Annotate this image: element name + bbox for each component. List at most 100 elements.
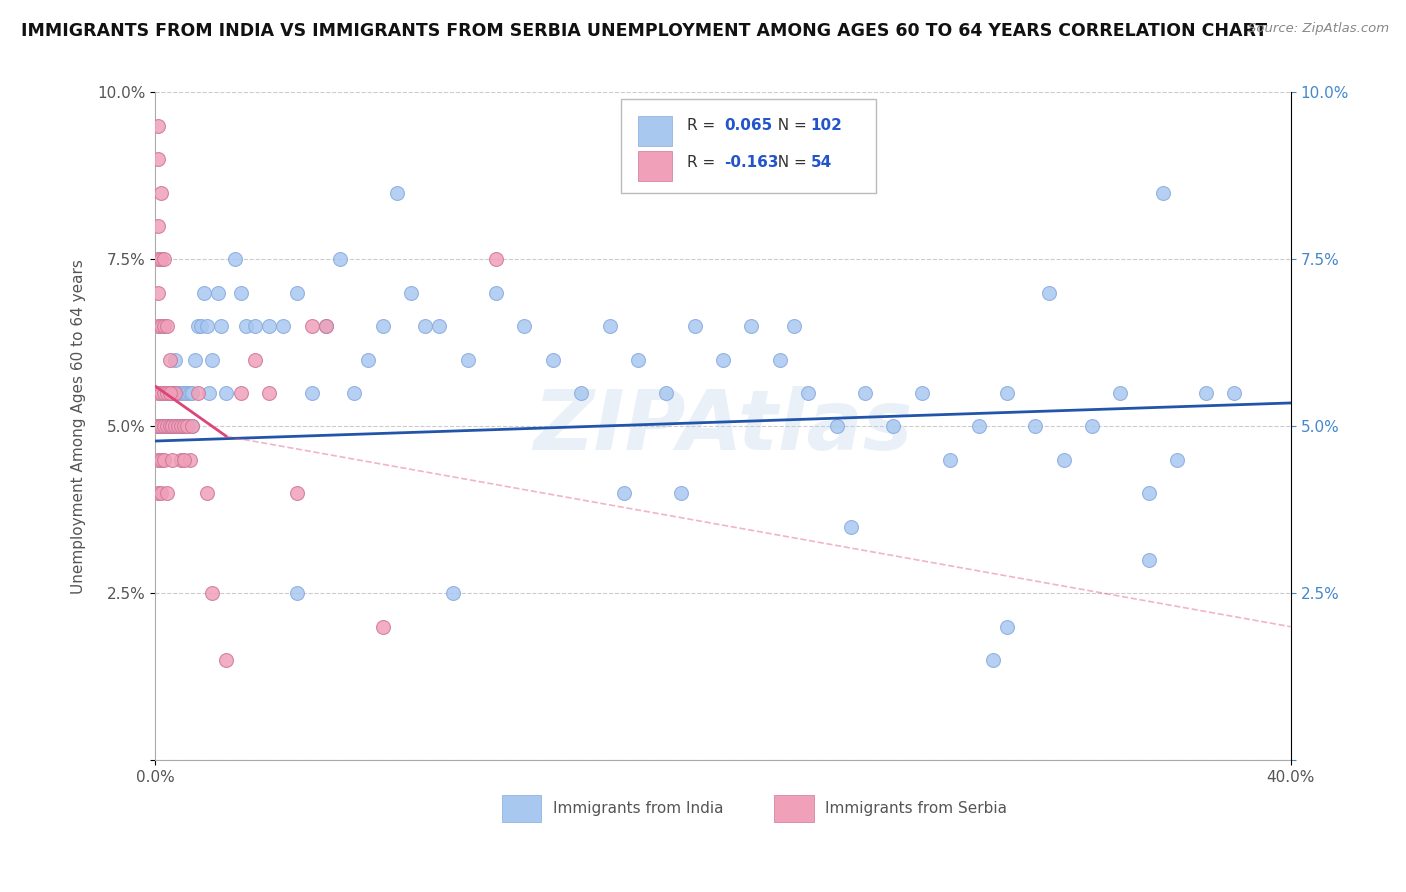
Point xyxy=(150,419,173,434)
Point xyxy=(165,352,187,367)
Point xyxy=(148,419,170,434)
Point xyxy=(655,386,678,401)
Point xyxy=(569,386,592,401)
FancyBboxPatch shape xyxy=(502,795,541,822)
Point xyxy=(301,319,323,334)
Point xyxy=(159,386,181,401)
Point xyxy=(669,486,692,500)
Point xyxy=(357,352,380,367)
Point xyxy=(201,586,224,600)
Point xyxy=(981,653,1004,667)
Point xyxy=(485,252,508,267)
Point xyxy=(513,319,536,334)
Point xyxy=(162,386,184,401)
Point xyxy=(797,386,820,401)
Point xyxy=(159,419,181,434)
Point xyxy=(1053,452,1076,467)
Point xyxy=(153,419,176,434)
Point xyxy=(173,386,195,401)
Point xyxy=(315,319,337,334)
Point xyxy=(285,486,308,500)
Point xyxy=(181,419,204,434)
Point xyxy=(1109,386,1132,401)
FancyBboxPatch shape xyxy=(621,99,876,193)
Point xyxy=(156,419,179,434)
Point xyxy=(243,319,266,334)
Point xyxy=(173,419,195,434)
Point xyxy=(187,386,209,401)
Point xyxy=(170,452,193,467)
Point xyxy=(1038,285,1060,300)
Point xyxy=(156,419,179,434)
Point xyxy=(165,386,187,401)
Point xyxy=(162,452,184,467)
Point xyxy=(1223,386,1246,401)
Point xyxy=(156,486,179,500)
Text: 0.065: 0.065 xyxy=(724,119,772,133)
Point xyxy=(150,419,173,434)
Point xyxy=(173,419,195,434)
Point xyxy=(148,419,170,434)
Point xyxy=(967,419,990,434)
FancyBboxPatch shape xyxy=(775,795,814,822)
Point xyxy=(315,319,337,334)
Point xyxy=(150,419,173,434)
Point xyxy=(153,419,176,434)
Point xyxy=(195,486,218,500)
Text: 102: 102 xyxy=(810,119,842,133)
Point xyxy=(159,419,181,434)
Point xyxy=(224,252,246,267)
Point xyxy=(541,352,564,367)
Point xyxy=(156,419,179,434)
Text: IMMIGRANTS FROM INDIA VS IMMIGRANTS FROM SERBIA UNEMPLOYMENT AMONG AGES 60 TO 64: IMMIGRANTS FROM INDIA VS IMMIGRANTS FROM… xyxy=(21,22,1267,40)
Point xyxy=(150,319,173,334)
Point xyxy=(162,419,184,434)
Point xyxy=(1152,186,1174,200)
Point xyxy=(271,319,294,334)
Text: 54: 54 xyxy=(810,155,832,170)
Point xyxy=(740,319,762,334)
Point xyxy=(343,386,366,401)
Point xyxy=(1024,419,1046,434)
Point xyxy=(243,352,266,367)
Point xyxy=(385,186,408,200)
Point xyxy=(215,386,238,401)
Point xyxy=(285,586,308,600)
Point xyxy=(148,152,170,166)
Point xyxy=(156,419,179,434)
FancyBboxPatch shape xyxy=(638,151,672,181)
Point xyxy=(443,586,465,600)
Point xyxy=(150,452,173,467)
Point xyxy=(995,620,1018,634)
Point xyxy=(150,252,173,267)
Point xyxy=(187,319,209,334)
Point xyxy=(156,319,179,334)
Point xyxy=(153,452,176,467)
Text: Source: ZipAtlas.com: Source: ZipAtlas.com xyxy=(1249,22,1389,36)
Point xyxy=(170,419,193,434)
Point xyxy=(150,419,173,434)
Point xyxy=(176,386,198,401)
Point xyxy=(839,519,862,533)
Point xyxy=(150,186,173,200)
Point xyxy=(162,419,184,434)
Point xyxy=(181,386,204,401)
Point xyxy=(329,252,352,267)
Point xyxy=(485,285,508,300)
Point xyxy=(170,419,193,434)
Text: -0.163: -0.163 xyxy=(724,155,779,170)
Point xyxy=(853,386,876,401)
Point xyxy=(627,352,650,367)
Point xyxy=(613,486,636,500)
Point xyxy=(1137,553,1160,567)
Point xyxy=(167,386,190,401)
Point xyxy=(153,419,176,434)
Point xyxy=(195,319,218,334)
Point xyxy=(159,419,181,434)
Point xyxy=(235,319,257,334)
Text: N =: N = xyxy=(769,155,813,170)
Point xyxy=(167,419,190,434)
Point xyxy=(153,386,176,401)
Point xyxy=(179,452,201,467)
Point xyxy=(179,386,201,401)
